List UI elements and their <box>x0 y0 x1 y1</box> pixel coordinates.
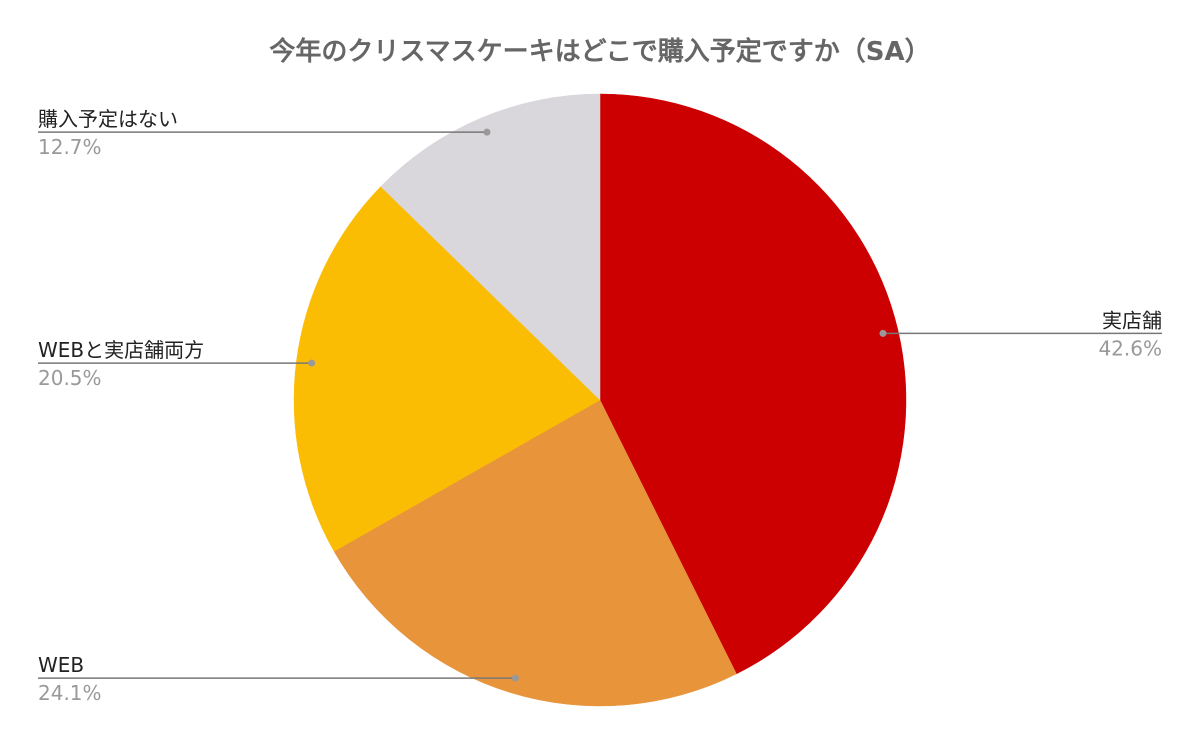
chart-title: 今年のクリスマスケーキはどこで購入予定ですか（SA） <box>269 36 930 67</box>
slice-label: WEB <box>38 653 84 677</box>
slice-label: 購入予定はない <box>38 107 178 131</box>
pie-slice <box>599 93 907 675</box>
leader-dot <box>308 359 316 367</box>
pie-slice <box>333 399 737 707</box>
slice-label: 実店舗 <box>1102 308 1162 332</box>
pie-slice <box>380 93 601 401</box>
leader-dot <box>483 128 491 136</box>
slice-value-label: 20.5% <box>38 366 102 390</box>
leader-dot <box>879 329 887 337</box>
slice-value-label: 12.7% <box>38 135 102 159</box>
leader-dot <box>511 674 519 682</box>
slice-value-label: 24.1% <box>38 681 102 705</box>
pie-slice <box>293 186 601 552</box>
slice-label: WEBと実店舗両方 <box>38 338 204 362</box>
slice-value-label: 42.6% <box>1098 336 1162 360</box>
